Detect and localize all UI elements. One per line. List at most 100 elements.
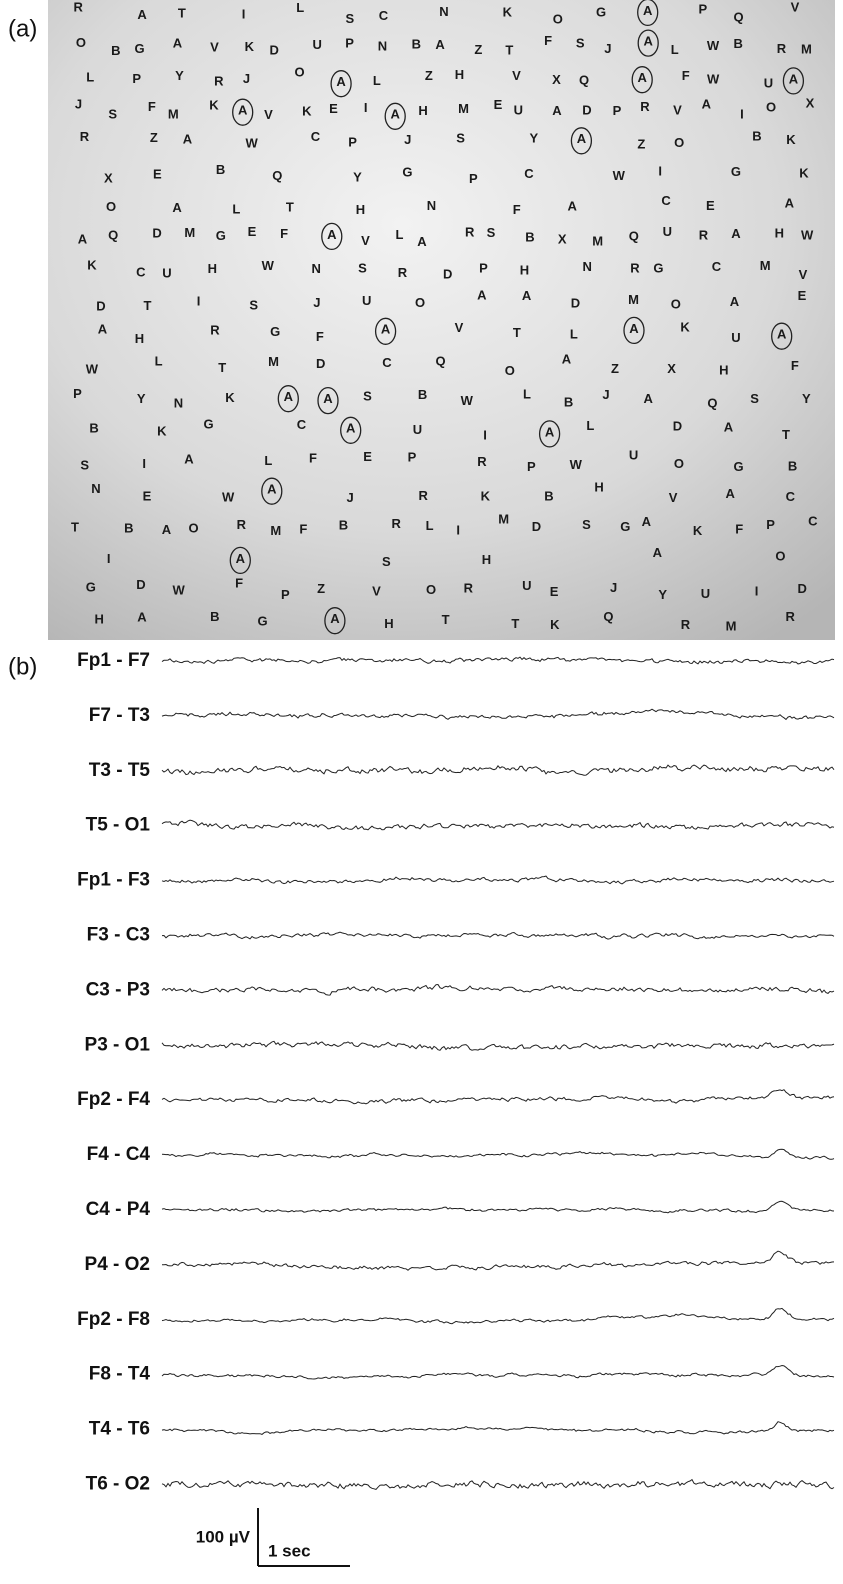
letter: B <box>418 387 427 402</box>
letter: W <box>222 490 235 505</box>
letter: B <box>544 489 553 504</box>
cancel-circle <box>229 546 251 575</box>
letter: D <box>152 226 161 241</box>
letter: G <box>204 416 214 431</box>
letter: U <box>362 293 371 308</box>
letter: K <box>209 98 219 113</box>
letter: H <box>719 363 728 378</box>
letter: G <box>135 41 145 56</box>
letter: R <box>640 99 650 114</box>
cancel-circle <box>570 127 593 155</box>
letter: O <box>671 297 681 312</box>
photo-background <box>48 0 835 640</box>
letter: E <box>550 584 559 599</box>
letter: Q <box>707 395 717 410</box>
letter: B <box>210 609 219 624</box>
letter: Q <box>436 353 446 368</box>
letter: E <box>248 224 257 239</box>
letter: I <box>142 456 146 471</box>
cancel-circle <box>637 0 659 27</box>
letter: S <box>80 458 89 473</box>
letter: A <box>638 70 648 85</box>
letter: C <box>382 355 392 370</box>
letter: A <box>702 97 712 112</box>
scale-amplitude: 100 µV <box>196 1527 251 1546</box>
letter: V <box>791 0 800 15</box>
letter: U <box>663 224 672 239</box>
channel-label: T6 - O2 <box>86 1474 150 1495</box>
letter: O <box>674 456 684 471</box>
letter: L <box>396 227 404 242</box>
letter: F <box>735 522 743 537</box>
letter: G <box>653 260 663 275</box>
letter: C <box>661 193 671 208</box>
letter: A <box>629 321 639 336</box>
letter: N <box>583 259 592 274</box>
letter: R <box>699 228 709 243</box>
letter: F <box>682 68 690 83</box>
letter: X <box>667 361 676 376</box>
letter: U <box>313 37 322 52</box>
letter: A <box>653 545 663 560</box>
letter: U <box>522 578 531 593</box>
letter: R <box>398 265 408 280</box>
letter: V <box>264 107 273 122</box>
letter: S <box>456 131 465 146</box>
letter: H <box>356 202 365 217</box>
letter: R <box>777 41 787 56</box>
letter: P <box>345 35 354 50</box>
letter: K <box>786 132 796 147</box>
eeg-trace <box>161 1421 835 1435</box>
letter: A <box>173 35 183 50</box>
letter: A <box>417 234 427 249</box>
eeg-trace <box>161 708 835 721</box>
letter: O <box>76 35 86 50</box>
channel-label: C3 - P3 <box>86 979 150 1000</box>
letter: T <box>511 616 519 631</box>
letter: S <box>249 298 258 313</box>
letter: N <box>427 198 436 213</box>
letter: C <box>136 264 146 279</box>
scale-time: 1 sec <box>268 1541 311 1560</box>
letter: A <box>327 227 337 242</box>
channel-label: Fp1 - F7 <box>77 650 150 671</box>
letter: H <box>482 552 491 567</box>
letter: A <box>731 226 741 241</box>
letter: X <box>104 171 113 186</box>
letter: Z <box>637 136 645 151</box>
channel-label: P4 - O2 <box>85 1254 150 1275</box>
letter: S <box>576 36 585 51</box>
letter: A <box>238 103 248 118</box>
letter: O <box>775 548 785 563</box>
letter: K <box>680 319 690 334</box>
letter: I <box>242 7 246 22</box>
letter: O <box>295 65 305 80</box>
letter: H <box>520 262 529 277</box>
letter: P <box>698 1 707 16</box>
letter: D <box>532 519 541 534</box>
cancel-circle <box>538 420 561 448</box>
letter: P <box>766 517 775 532</box>
letter: F <box>148 99 156 114</box>
eeg-traces: Fp1 - F7 F7 - T3 T3 - T5 T5 - O1 Fp1 - F3 F3 … <box>77 650 835 1495</box>
letter: B <box>111 43 120 58</box>
letter: K <box>693 523 703 538</box>
letter: I <box>107 551 111 566</box>
letter: T <box>442 612 450 627</box>
letter: M <box>168 107 179 122</box>
letter: P <box>469 171 478 186</box>
letter: A <box>562 352 572 367</box>
letter: B <box>734 36 743 51</box>
letter: L <box>86 70 94 85</box>
letter: A <box>183 131 193 146</box>
channel-label: F4 - C4 <box>87 1144 151 1165</box>
letter: T <box>505 43 513 58</box>
letter: R <box>465 225 475 240</box>
eeg-trace <box>161 1478 835 1490</box>
letter: H <box>95 612 104 627</box>
letter: A <box>236 551 246 566</box>
letter: R <box>464 581 474 596</box>
letter: J <box>404 132 411 147</box>
letter: N <box>91 481 100 496</box>
